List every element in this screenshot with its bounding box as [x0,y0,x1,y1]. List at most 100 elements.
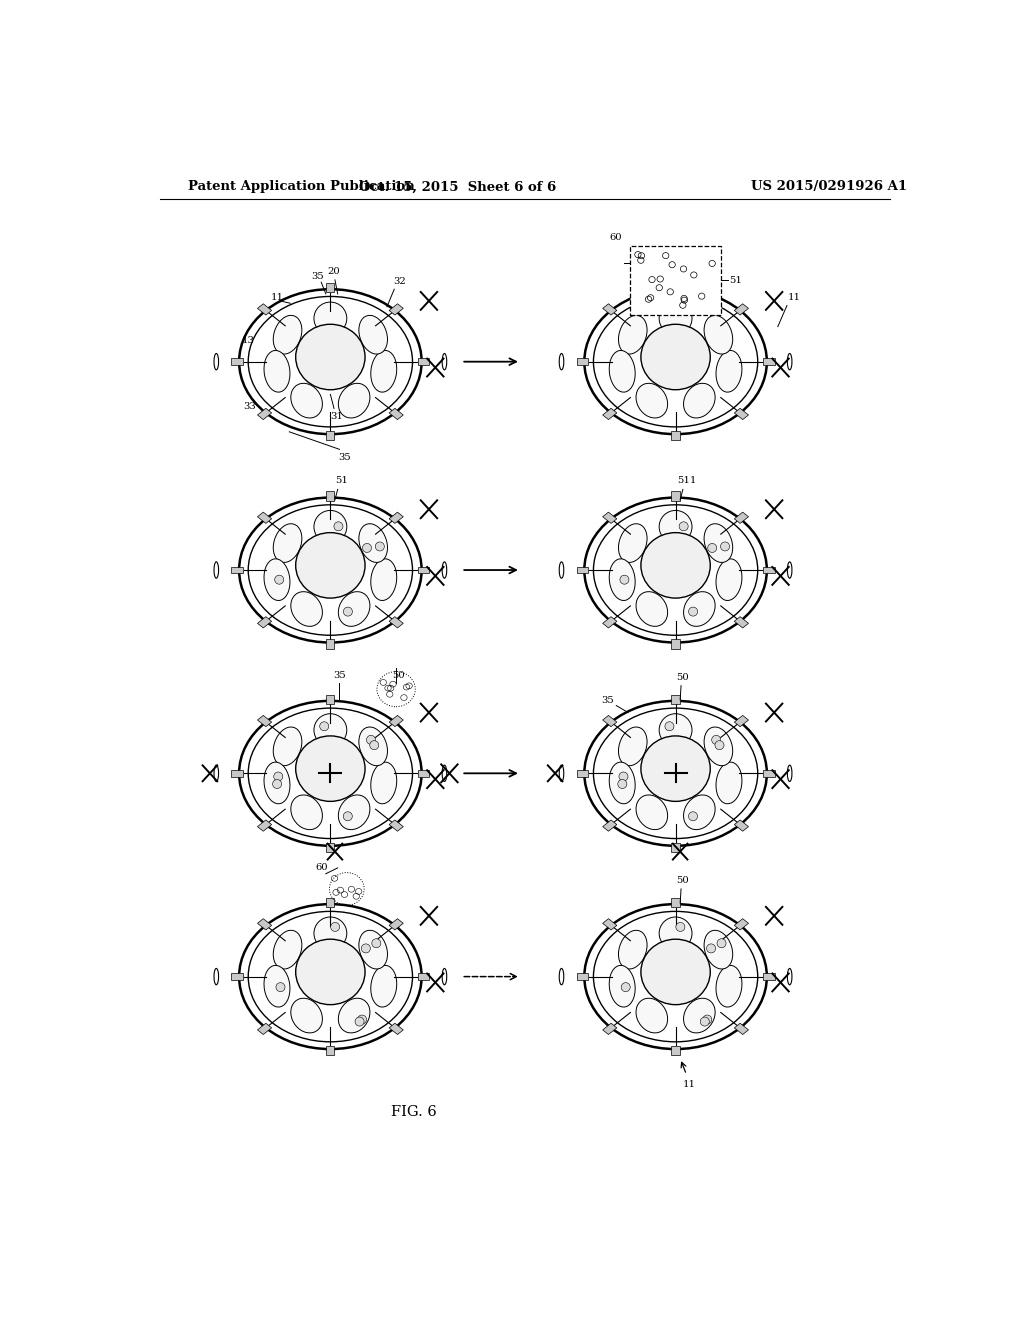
Polygon shape [763,566,774,573]
Ellipse shape [334,521,343,531]
Text: 60: 60 [315,863,328,873]
Ellipse shape [314,917,347,949]
Polygon shape [327,1045,335,1055]
Ellipse shape [358,727,387,766]
Ellipse shape [338,998,370,1034]
Ellipse shape [442,969,446,985]
Polygon shape [389,304,403,315]
Ellipse shape [716,762,742,804]
Ellipse shape [214,969,218,985]
Ellipse shape [264,965,290,1007]
Text: 51: 51 [729,276,742,285]
Text: 35: 35 [311,272,324,281]
Ellipse shape [442,354,446,370]
Ellipse shape [296,737,365,801]
Polygon shape [763,359,774,364]
Ellipse shape [214,766,218,781]
Ellipse shape [214,354,218,370]
Ellipse shape [676,923,685,932]
Ellipse shape [659,917,692,949]
Polygon shape [231,973,244,979]
Text: 50: 50 [677,876,689,886]
Ellipse shape [358,315,387,354]
Ellipse shape [716,351,742,392]
Ellipse shape [273,727,302,766]
Polygon shape [577,973,589,979]
Polygon shape [603,616,616,628]
Polygon shape [327,430,335,441]
Polygon shape [418,973,429,979]
Ellipse shape [367,735,376,744]
Ellipse shape [371,558,396,601]
Ellipse shape [273,524,302,562]
Polygon shape [763,770,774,776]
Text: 11: 11 [271,293,284,302]
Polygon shape [577,566,589,573]
Ellipse shape [707,944,716,953]
Ellipse shape [314,511,347,543]
Ellipse shape [264,762,290,804]
Polygon shape [257,616,271,628]
Polygon shape [603,304,616,315]
Polygon shape [734,919,749,931]
Polygon shape [327,842,335,851]
Ellipse shape [622,982,630,991]
Polygon shape [418,359,429,364]
Ellipse shape [659,511,692,543]
Ellipse shape [618,315,647,354]
Text: Oct. 15, 2015  Sheet 6 of 6: Oct. 15, 2015 Sheet 6 of 6 [358,181,556,193]
Ellipse shape [370,741,379,750]
Polygon shape [672,1045,680,1055]
Ellipse shape [264,351,290,392]
Ellipse shape [296,940,365,1005]
Ellipse shape [371,965,396,1007]
Ellipse shape [559,766,564,781]
Ellipse shape [787,354,792,370]
Text: 33: 33 [244,401,256,411]
Ellipse shape [787,562,792,578]
Polygon shape [672,491,680,500]
Ellipse shape [641,940,711,1005]
Ellipse shape [343,607,352,616]
Polygon shape [577,359,589,364]
Ellipse shape [705,315,733,354]
Polygon shape [672,842,680,851]
Polygon shape [418,566,429,573]
Ellipse shape [609,762,635,804]
Ellipse shape [688,812,697,821]
Ellipse shape [712,735,721,744]
Ellipse shape [272,780,282,788]
Text: 60: 60 [609,234,622,242]
Polygon shape [734,715,749,727]
Ellipse shape [442,766,446,781]
Text: 35: 35 [339,453,351,462]
Polygon shape [257,820,271,832]
Text: 51: 51 [335,475,348,484]
Ellipse shape [679,521,688,531]
Text: 20: 20 [328,267,340,276]
Polygon shape [327,491,335,500]
Ellipse shape [715,741,724,750]
Polygon shape [734,512,749,524]
Polygon shape [734,820,749,832]
Ellipse shape [716,558,742,601]
Polygon shape [257,512,271,524]
Ellipse shape [684,795,715,830]
Ellipse shape [372,939,381,948]
Polygon shape [603,408,616,420]
Polygon shape [672,430,680,441]
Polygon shape [672,694,680,704]
Text: 35: 35 [333,671,346,680]
Polygon shape [603,1023,616,1035]
Ellipse shape [665,722,674,731]
Ellipse shape [291,998,323,1034]
Ellipse shape [355,1018,365,1026]
Ellipse shape [708,544,717,553]
Ellipse shape [705,931,733,969]
Ellipse shape [273,772,283,781]
Ellipse shape [319,722,329,731]
Polygon shape [257,715,271,727]
Ellipse shape [338,591,370,627]
Ellipse shape [702,1015,712,1024]
Ellipse shape [214,562,218,578]
